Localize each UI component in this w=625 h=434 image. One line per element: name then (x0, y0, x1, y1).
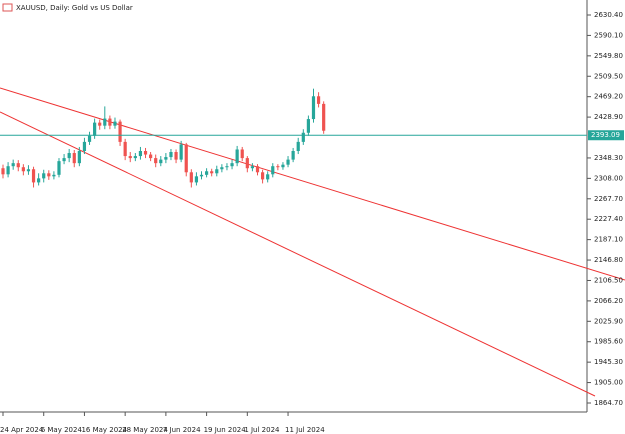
candle-body (159, 159, 163, 164)
candle-body (11, 163, 15, 167)
y-tick-label: 2227.40 (594, 215, 623, 223)
candle-body (108, 118, 112, 126)
candle-body (103, 118, 107, 126)
y-tick-label: 1864.70 (594, 399, 623, 407)
candle-body (215, 169, 219, 174)
candle-body (230, 163, 234, 167)
candle-body (174, 152, 178, 160)
candle-body (21, 167, 25, 172)
y-tick-label: 1985.60 (594, 338, 623, 346)
candle-body (57, 161, 61, 175)
x-tick-label: 19 Jun 2024 (204, 426, 247, 434)
candle-body (276, 166, 280, 168)
candle-body (235, 149, 239, 164)
candle-body (245, 158, 249, 169)
y-tick-label: 1945.30 (594, 358, 623, 366)
candle-body (271, 166, 275, 175)
candle-body (26, 169, 31, 172)
candle-body (1, 168, 5, 175)
candle-body (77, 151, 81, 164)
y-tick-label: 2348.30 (594, 154, 623, 162)
candle-body (199, 174, 204, 177)
candle-body (72, 153, 76, 164)
candle-body (205, 171, 209, 175)
y-tick-label: 2509.50 (594, 72, 623, 80)
x-tick-label: 24 Apr 2024 (0, 426, 44, 434)
candle-body (138, 151, 143, 157)
candle-body (123, 141, 127, 157)
y-tick-label: 2308.00 (594, 174, 623, 182)
y-tick-label: 2066.20 (594, 297, 623, 305)
candle-body (184, 144, 188, 173)
candle-body (118, 121, 122, 142)
candle-body (260, 172, 265, 180)
candle-body (98, 122, 102, 126)
candle-body (306, 119, 310, 133)
candle-body (154, 158, 158, 164)
y-tick-label: 2187.10 (594, 236, 623, 244)
candle-body (286, 159, 290, 165)
current-price-label: 2393.09 (591, 131, 620, 139)
candle-body (296, 141, 300, 152)
candle-body (220, 167, 224, 170)
candle-body (133, 156, 137, 159)
y-tick-label: 2106.50 (594, 276, 623, 284)
candle-body (291, 151, 295, 160)
x-tick-label: 16 May 2024 (81, 426, 127, 434)
candle-body (31, 169, 36, 183)
candle-body (113, 121, 117, 126)
y-tick-label: 2469.20 (594, 93, 623, 101)
candle-body (301, 132, 305, 142)
candle-body (149, 154, 153, 159)
candle-body (37, 178, 41, 183)
y-tick-label: 2267.70 (594, 195, 623, 203)
candle-body (6, 166, 10, 175)
candle-body (16, 163, 20, 168)
candle-body (266, 174, 270, 180)
candle-body (189, 172, 193, 183)
y-tick-label: 2549.80 (594, 52, 623, 60)
candle-body (322, 103, 326, 131)
symbol-icon (2, 3, 13, 12)
candle-body (67, 153, 71, 159)
candle-body (250, 166, 255, 169)
candle-body (128, 156, 132, 159)
y-tick-label: 2025.90 (594, 317, 623, 325)
x-tick-label: 1 Jul 2024 (244, 426, 280, 434)
candle-body (52, 174, 56, 177)
candle-body (255, 166, 260, 173)
y-tick-label: 2590.10 (594, 31, 623, 39)
candle-body (93, 122, 97, 136)
y-tick-label: 1905.00 (594, 379, 623, 387)
chart-title: XAUUSD, Daily: Gold vs US Dollar (16, 4, 133, 12)
x-tick-label: 28 May 2024 (122, 426, 168, 434)
trend-line (0, 111, 596, 397)
y-tick-label: 2146.80 (594, 256, 623, 264)
candle-body (42, 173, 46, 179)
candle-body (316, 96, 321, 104)
candle-body (169, 152, 173, 158)
current-price-box (588, 130, 624, 141)
candle-body (240, 149, 244, 159)
candle-body (311, 96, 316, 120)
candle-body (281, 164, 285, 168)
x-tick-label: 11 Jul 2024 (285, 426, 325, 434)
candle-body (164, 157, 168, 160)
candle-body (210, 171, 214, 174)
x-tick-label: 7 Jun 2024 (163, 426, 201, 434)
candle-body (225, 166, 229, 168)
candle-body (194, 176, 199, 183)
candle-body (47, 173, 51, 177)
y-tick-label: 2630.40 (594, 11, 623, 19)
candle-body (87, 135, 92, 142)
x-tick-label: 6 May 2024 (41, 426, 83, 434)
candle-body (82, 141, 87, 152)
candle-body (179, 144, 183, 160)
candle-body (62, 158, 66, 162)
y-tick-label: 2428.90 (594, 113, 623, 121)
candle-body (143, 151, 148, 155)
